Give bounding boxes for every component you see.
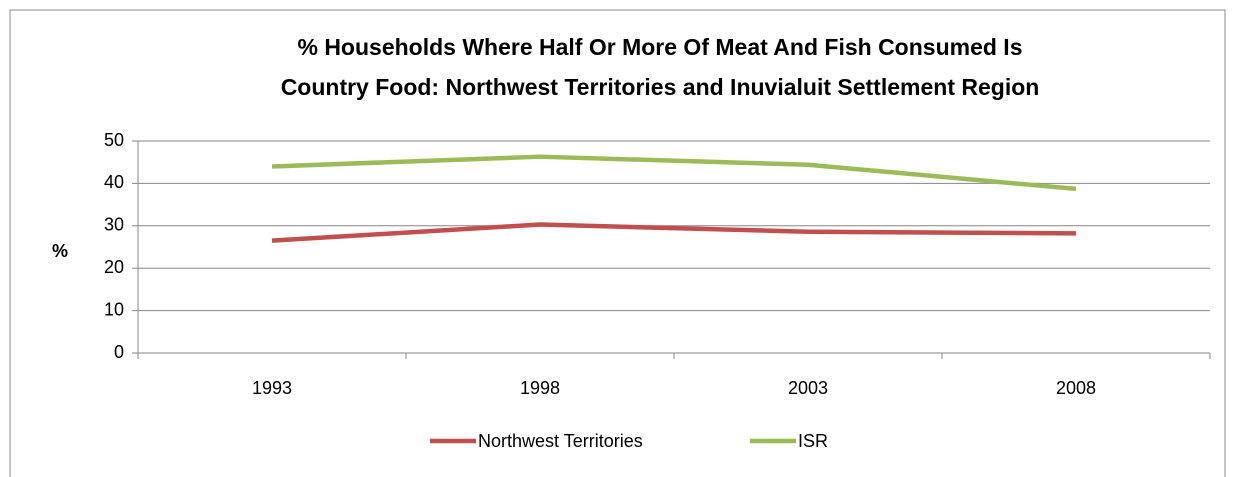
x-tick-label: 1993	[252, 378, 292, 398]
y-tick-label: 30	[104, 215, 124, 235]
y-tick-label: 40	[104, 172, 124, 192]
y-tick-label: 0	[114, 342, 124, 362]
legend-label: ISR	[798, 431, 828, 451]
x-tick-label: 1998	[520, 378, 560, 398]
y-axis-label: %	[52, 241, 68, 261]
y-tick-label: 50	[104, 130, 124, 150]
series-line	[271, 154, 1077, 192]
legend-label: Northwest Territories	[478, 431, 643, 451]
chart-title: Country Food: Northwest Territories and …	[281, 74, 1040, 100]
chart-border	[9, 9, 1226, 477]
y-tick-label: 20	[104, 257, 124, 277]
x-tick-label: 2008	[1056, 378, 1096, 398]
y-tick-label: 10	[104, 299, 124, 319]
series-line	[271, 222, 1077, 243]
x-tick-label: 2003	[788, 378, 828, 398]
chart-title: % Households Where Half Or More Of Meat …	[297, 34, 1022, 60]
